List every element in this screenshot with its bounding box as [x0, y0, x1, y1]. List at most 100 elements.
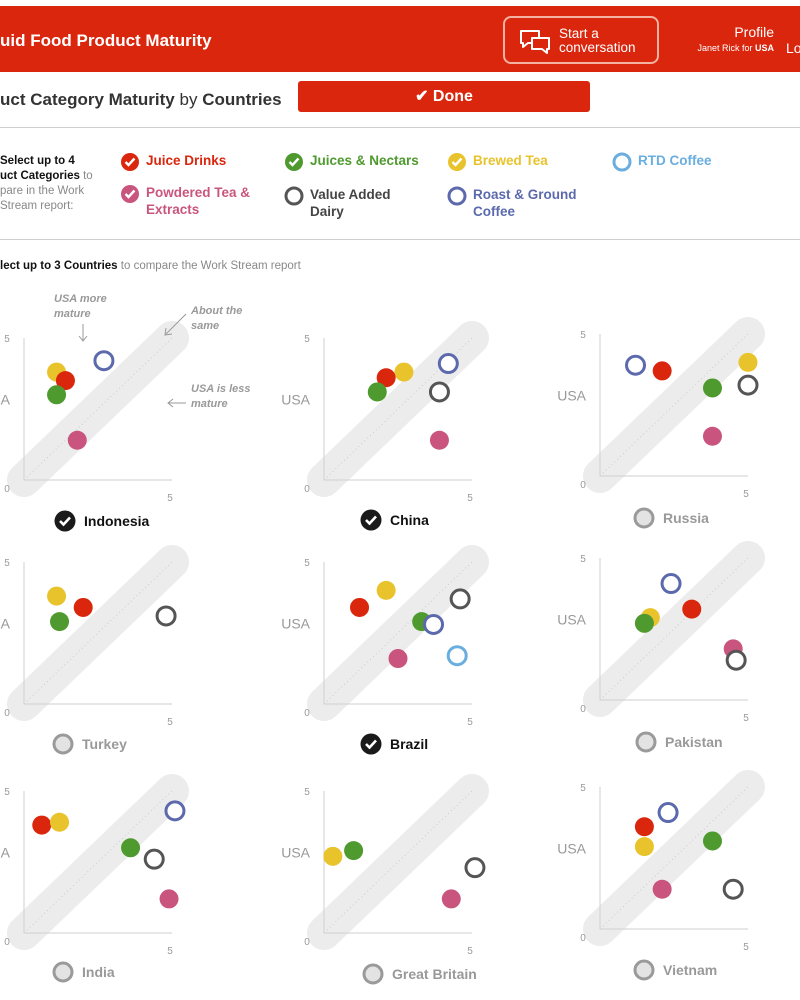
y-axis-label: USA	[557, 612, 586, 628]
data-point-juices-nectars	[412, 612, 432, 632]
data-point-value-added-dairy	[464, 857, 486, 879]
unchecked-circle-icon	[633, 507, 655, 529]
data-point-juices-nectars	[367, 382, 387, 402]
data-point-roast-ground-coffee	[164, 800, 186, 822]
done-label: Done	[432, 88, 473, 105]
country-toggle-china[interactable]: China	[360, 509, 429, 531]
y-tick-min: 0	[4, 708, 10, 719]
y-tick-min: 0	[4, 484, 10, 495]
category-instruction-line2-rest: to	[83, 170, 93, 182]
unchecked-circle-icon	[52, 961, 74, 983]
x-tick-max: 5	[467, 946, 473, 957]
category-powdered-tea-extracts[interactable]: Powdered Tea & Extracts	[120, 184, 264, 218]
y-tick-min: 0	[304, 937, 310, 948]
country-name: Vietnam	[663, 962, 718, 978]
y-tick-min: 0	[580, 480, 586, 491]
axes	[23, 791, 172, 934]
country-toggle-vietnam[interactable]: Vietnam	[633, 959, 717, 981]
diagonal-line	[323, 337, 473, 481]
ring-icon	[447, 186, 467, 206]
x-tick-max: 5	[167, 493, 173, 504]
x-tick-max: 5	[467, 717, 473, 728]
start-conversation-label: Start a conversation	[559, 26, 636, 55]
category-brewed-tea[interactable]: Brewed Tea	[447, 152, 548, 172]
data-point-brewed-tea	[323, 846, 343, 866]
data-point-brewed-tea	[47, 362, 67, 382]
category-roast-ground-coffee[interactable]: Roast & Ground Coffee	[447, 186, 591, 220]
chat-bubbles-icon	[520, 30, 550, 54]
data-point-powdered-tea-extracts	[652, 879, 672, 899]
country-toggle-great-britain[interactable]: Great Britain	[362, 963, 477, 985]
data-point-juices-nectars	[121, 838, 141, 858]
annotation-usa-less-mature: USA is less mature	[191, 383, 251, 410]
profile-link[interactable]: Profile Janet Rick for USA	[654, 24, 774, 53]
data-point-brewed-tea	[640, 608, 660, 628]
data-point-brewed-tea	[634, 837, 654, 857]
checked-circle-icon	[360, 733, 382, 755]
equal-maturity-band	[307, 321, 489, 497]
unchecked-circle-icon	[362, 963, 384, 985]
y-axis-label: USA	[557, 388, 586, 404]
category-value-added-dairy[interactable]: Value Added Dairy	[284, 186, 428, 220]
equal-maturity-band	[7, 545, 189, 721]
data-point-juice-drinks	[55, 371, 75, 391]
country-toggle-india[interactable]: India	[52, 961, 115, 983]
country-name: Turkey	[82, 736, 127, 752]
arrow-diag-icon	[165, 313, 187, 335]
axes	[323, 338, 472, 481]
page-title-countries: Countries	[202, 90, 282, 109]
equal-maturity-band	[7, 321, 189, 497]
profile-user-name: Janet Rick for	[697, 43, 753, 53]
checkmark-icon: ✔	[415, 88, 429, 105]
diagonal-line	[23, 561, 173, 705]
data-point-juice-drinks	[376, 368, 396, 388]
y-axis-label: USA	[557, 841, 586, 857]
data-point-juice-drinks	[32, 815, 52, 835]
done-button[interactable]: ✔ Done	[298, 81, 590, 112]
profile-title: Profile	[734, 24, 774, 40]
diagonal-line	[23, 337, 173, 481]
country-toggle-indonesia[interactable]: Indonesia	[54, 510, 149, 532]
axes	[23, 562, 172, 705]
unchecked-circle-icon	[52, 733, 74, 755]
country-toggle-turkey[interactable]: Turkey	[52, 733, 127, 755]
data-point-juices-nectars	[702, 378, 722, 398]
country-toggle-russia[interactable]: Russia	[633, 507, 709, 529]
axes	[599, 787, 748, 930]
country-toggle-pakistan[interactable]: Pakistan	[635, 731, 723, 753]
category-juice-drinks[interactable]: Juice Drinks	[120, 152, 226, 172]
category-rtd-coffee[interactable]: RTD Coffee	[612, 152, 712, 172]
y-tick-max: 5	[4, 558, 10, 569]
x-tick-max: 5	[743, 489, 749, 500]
country-toggle-brazil[interactable]: Brazil	[360, 733, 428, 755]
y-axis-label: USA	[0, 392, 11, 408]
checked-circle-icon	[448, 153, 466, 171]
data-point-value-added-dairy	[449, 588, 471, 610]
x-tick-max: 5	[167, 946, 173, 957]
start-conversation-button[interactable]: Start a conversation	[503, 16, 659, 64]
category-instruction-line1: Select up to 4	[0, 155, 75, 167]
annotation-usa-more-mature: USA more mature	[54, 293, 107, 320]
logout-link[interactable]: Lo	[786, 40, 800, 56]
data-point-rtd-coffee	[446, 645, 468, 667]
country-name: India	[82, 964, 115, 980]
category-instruction-line2: uct Categories	[0, 170, 80, 182]
diagonal-line	[599, 333, 749, 477]
category-label: Brewed Tea	[473, 153, 548, 168]
data-point-value-added-dairy	[737, 374, 759, 396]
app-header: uid Food Product Maturity Start a conver…	[0, 6, 800, 72]
data-point-powdered-tea-extracts	[388, 649, 408, 669]
data-point-juices-nectars	[702, 831, 722, 851]
data-point-juice-drinks	[682, 599, 702, 619]
category-label: Juices & Nectars	[310, 153, 419, 168]
equal-maturity-band	[307, 774, 489, 950]
data-point-juices-nectars	[47, 385, 67, 405]
data-point-roast-ground-coffee	[423, 613, 445, 635]
diagonal-line	[323, 561, 473, 705]
ring-icon	[284, 186, 304, 206]
data-point-powdered-tea-extracts	[67, 430, 87, 450]
category-instruction-line3: pare in the Work	[0, 185, 85, 197]
profile-country: USA	[754, 43, 774, 53]
page-title-main: uct Category Maturity	[0, 90, 175, 109]
category-juices-nectars[interactable]: Juices & Nectars	[284, 152, 419, 172]
